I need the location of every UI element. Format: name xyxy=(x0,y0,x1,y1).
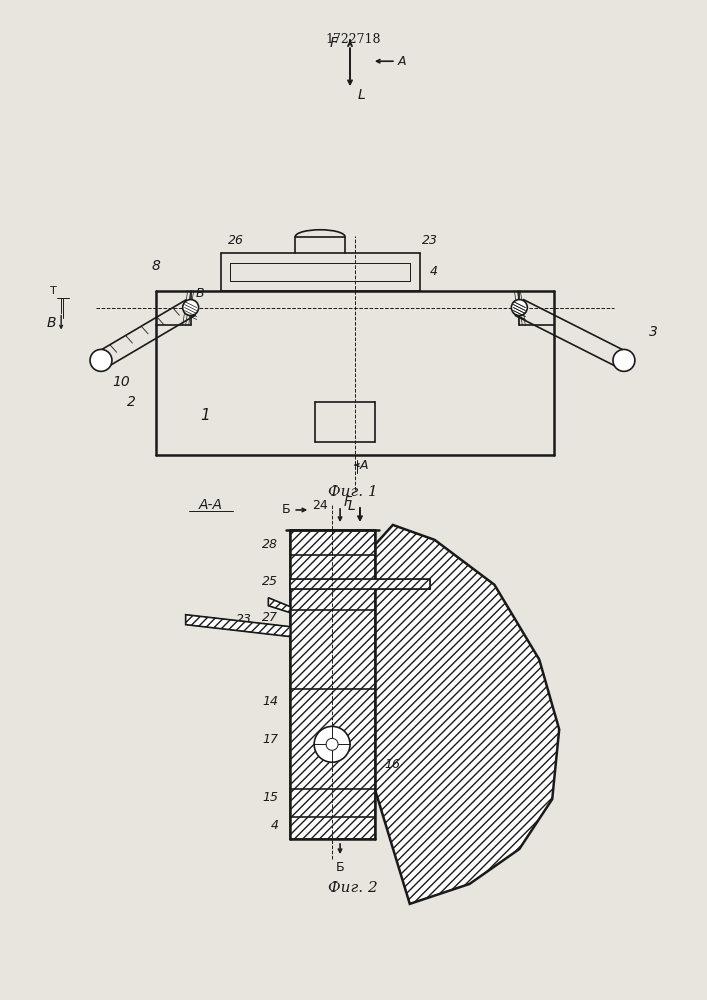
Text: F: F xyxy=(330,36,338,50)
Text: 4: 4 xyxy=(270,819,279,832)
Text: 23: 23 xyxy=(236,613,252,626)
Circle shape xyxy=(314,726,350,762)
Text: 24: 24 xyxy=(312,499,328,512)
Text: 27: 27 xyxy=(262,611,279,624)
Text: 16: 16 xyxy=(385,758,401,771)
Text: Б: Б xyxy=(281,503,291,516)
Polygon shape xyxy=(269,598,291,613)
Text: 15: 15 xyxy=(262,791,279,804)
Text: L: L xyxy=(358,88,366,102)
Text: 1722718: 1722718 xyxy=(325,33,381,46)
Text: T: T xyxy=(49,286,57,296)
Circle shape xyxy=(326,738,338,750)
Polygon shape xyxy=(291,579,430,589)
Circle shape xyxy=(511,300,527,316)
Circle shape xyxy=(182,300,199,316)
Text: 10: 10 xyxy=(112,375,130,389)
Polygon shape xyxy=(375,525,559,904)
Text: L: L xyxy=(348,499,356,513)
Text: 28: 28 xyxy=(262,538,279,551)
Polygon shape xyxy=(186,615,291,637)
Text: 17: 17 xyxy=(262,733,279,746)
Circle shape xyxy=(613,349,635,371)
Text: A: A xyxy=(360,459,368,472)
Polygon shape xyxy=(291,530,375,839)
Text: B: B xyxy=(196,287,204,300)
Text: 26: 26 xyxy=(228,234,243,247)
Text: А-А: А-А xyxy=(199,498,223,512)
Text: Б: Б xyxy=(336,861,344,874)
Text: 8: 8 xyxy=(151,259,160,273)
Text: F: F xyxy=(344,495,352,509)
Text: 3: 3 xyxy=(649,325,658,339)
Text: B: B xyxy=(47,316,56,330)
Text: 23: 23 xyxy=(421,234,438,247)
Text: 1: 1 xyxy=(201,408,211,423)
Text: 25: 25 xyxy=(262,575,279,588)
Text: 2: 2 xyxy=(127,395,135,409)
Text: Фиг. 2: Фиг. 2 xyxy=(328,881,378,895)
Text: Фиг. 1: Фиг. 1 xyxy=(328,485,378,499)
Text: A: A xyxy=(398,55,407,68)
Text: 4: 4 xyxy=(430,265,438,278)
Circle shape xyxy=(90,349,112,371)
Text: 14: 14 xyxy=(262,695,279,708)
